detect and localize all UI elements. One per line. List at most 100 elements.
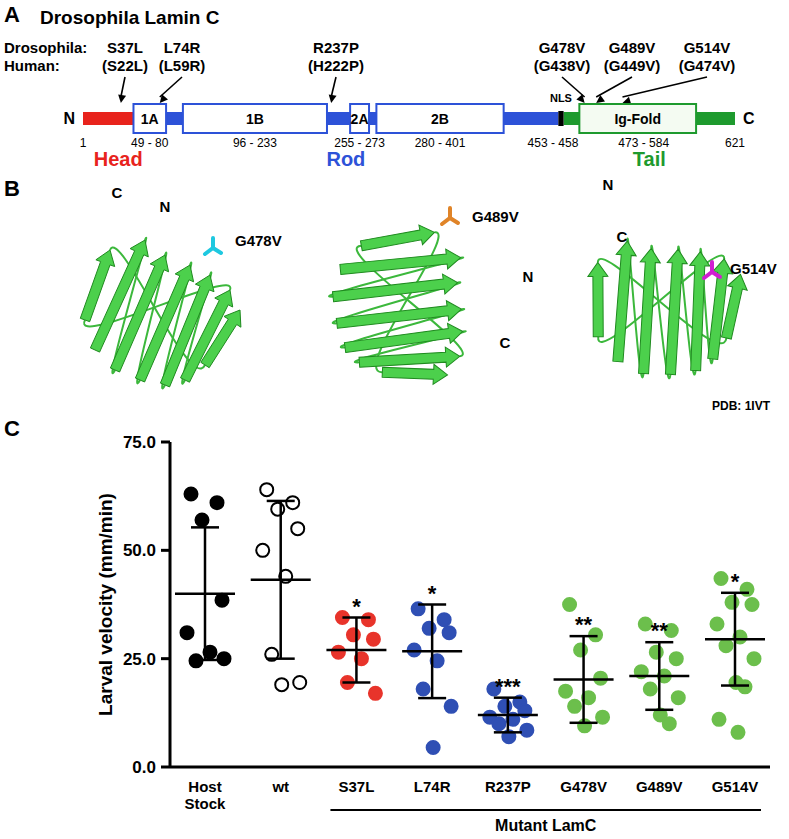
data-point xyxy=(644,683,657,696)
arrow-head xyxy=(596,95,605,103)
data-point xyxy=(286,496,299,509)
data-point xyxy=(672,691,685,704)
terminus: C xyxy=(112,184,123,201)
head-region xyxy=(83,112,133,125)
y-axis xyxy=(169,442,172,767)
x-tick-label: R237P xyxy=(485,778,531,795)
error-cap xyxy=(494,731,522,734)
label-line: R237P xyxy=(485,778,531,795)
x-tick-label: G514V xyxy=(712,778,759,795)
ig-fold-box xyxy=(579,104,696,133)
data-point xyxy=(574,644,587,657)
mean-line xyxy=(251,579,311,582)
data-point xyxy=(185,488,198,501)
title: Drosophila Lamin C xyxy=(40,7,220,28)
data-point xyxy=(711,618,724,631)
mutation-arrow xyxy=(622,77,707,97)
label-line: G514V xyxy=(712,778,759,795)
pdb-label: PDB: 1IVT xyxy=(712,399,771,413)
ig-fold-structure xyxy=(300,200,511,414)
beta-strand xyxy=(110,255,168,372)
data-point xyxy=(559,685,572,698)
coil-box xyxy=(376,104,503,133)
x-tick-label: G478V xyxy=(560,778,607,795)
terminus: N xyxy=(63,110,75,127)
error-cap xyxy=(191,526,219,529)
significance: * xyxy=(352,594,361,619)
data-point xyxy=(211,496,224,509)
data-point xyxy=(498,700,511,713)
beta-strand xyxy=(570,261,627,340)
ig-fold-structure xyxy=(80,238,241,389)
data-point xyxy=(256,544,269,557)
error-cap xyxy=(267,500,295,503)
mean-line xyxy=(478,714,538,717)
box-label: Ig-Fold xyxy=(614,111,661,127)
data-point xyxy=(347,628,360,641)
data-point xyxy=(594,672,607,685)
region-label: Tail xyxy=(633,148,666,170)
box-label: 1A xyxy=(141,111,159,127)
data-point xyxy=(726,596,739,609)
y-tick xyxy=(161,766,170,769)
data-point xyxy=(362,613,375,626)
human-label: (G449V) xyxy=(604,57,661,74)
data-point xyxy=(715,572,728,585)
data-point xyxy=(663,717,676,730)
beta-strand xyxy=(80,250,114,322)
group-bracket xyxy=(330,809,761,811)
data-point xyxy=(260,483,273,496)
region-label: Rod xyxy=(326,148,365,170)
panel-label: B xyxy=(4,176,20,201)
mutation-label: G489V xyxy=(609,39,656,56)
label-line: wt xyxy=(271,778,289,795)
data-point xyxy=(443,626,456,639)
mutation-arrow xyxy=(331,77,336,97)
data-point xyxy=(423,622,436,635)
data-point xyxy=(408,644,421,657)
label-line: G478V xyxy=(560,778,607,795)
mutation-site xyxy=(442,208,458,224)
mean-line xyxy=(175,592,235,595)
x-tick-label: S37L xyxy=(338,778,374,795)
y-tick xyxy=(161,657,170,660)
data-point xyxy=(739,680,752,693)
data-point xyxy=(720,639,733,652)
arrow-head xyxy=(160,94,168,103)
significance: * xyxy=(428,581,437,606)
y-tick-label: 50.0 xyxy=(123,541,156,560)
beta-strand xyxy=(355,313,461,404)
error-cap xyxy=(721,684,749,687)
terminus: N xyxy=(160,198,171,215)
mutation-label: G514V xyxy=(684,39,731,56)
data-point xyxy=(492,717,505,730)
group-label: Mutant LamC xyxy=(495,817,597,834)
mutation-arrow xyxy=(596,77,632,97)
data-point xyxy=(367,633,380,646)
x-axis xyxy=(170,766,770,769)
range-label: 96 - 233 xyxy=(233,136,277,150)
y-tick-label: 25.0 xyxy=(123,650,156,669)
terminus: C xyxy=(617,228,628,245)
error-cap xyxy=(342,681,370,684)
arrow-head xyxy=(329,94,337,103)
terminus: C xyxy=(500,334,511,351)
panel-label: A xyxy=(4,2,20,27)
label-line: L74R xyxy=(414,778,451,795)
human-label: (G438V) xyxy=(534,57,591,74)
human-label: (H222P) xyxy=(308,57,364,74)
data-point xyxy=(445,700,458,713)
error-cap xyxy=(645,709,673,712)
label-line: G489V xyxy=(636,778,683,795)
box-label: 2B xyxy=(431,111,449,127)
error-cap xyxy=(570,722,598,725)
ig-fold-structure xyxy=(566,206,768,403)
label-line: Stock xyxy=(185,795,227,812)
human-label: (S22L) xyxy=(102,57,148,74)
mutation-label: S37L xyxy=(107,39,143,56)
x-tick-label: wt xyxy=(271,778,289,795)
data-point xyxy=(218,652,231,665)
data-point xyxy=(520,724,533,737)
mean-line xyxy=(402,650,462,653)
arrow-head xyxy=(118,94,126,103)
